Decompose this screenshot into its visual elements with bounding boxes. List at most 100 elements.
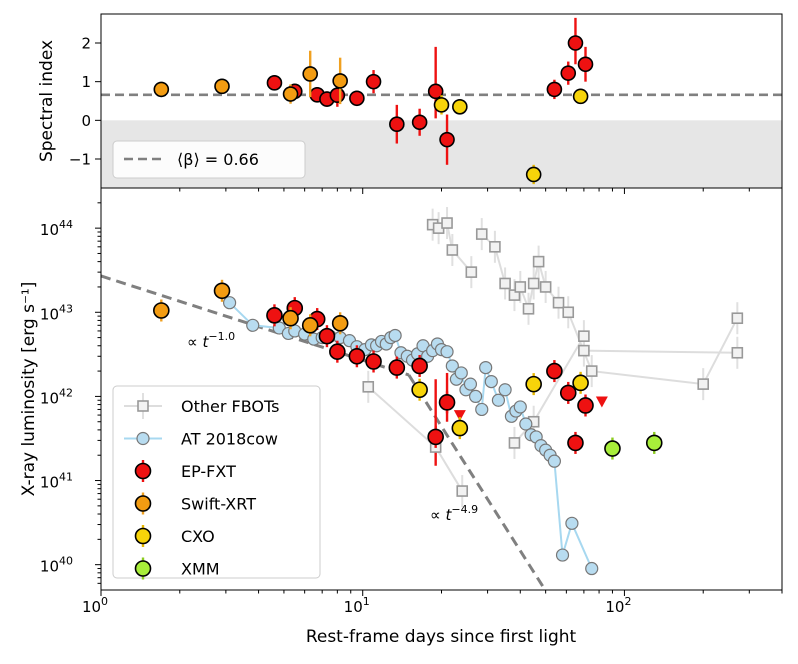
top-point-swift-xrt — [282, 86, 299, 102]
point-swift-xrt — [331, 314, 349, 332]
point-swift-xrt — [213, 282, 231, 300]
fbot-point — [446, 244, 459, 256]
top-point-ep-fxt — [567, 35, 584, 51]
legend-label: CXO — [181, 527, 215, 546]
point-cxo — [451, 419, 469, 437]
legend-marker-ep-fxt — [134, 462, 152, 480]
bottom-legend: Other FBOTs AT 2018cow EP-FXT Swift-XRT CXO X… — [112, 385, 321, 580]
top-point-ep-fxt — [411, 114, 428, 131]
top-y-ticks: −1 0 1 2 — [69, 35, 101, 169]
bottom-y-tick-label: 1044 — [40, 218, 73, 239]
fbot-point — [508, 289, 521, 301]
legend-marker-xmm — [134, 560, 152, 577]
point-swift-xrt — [301, 317, 319, 334]
cow-point — [463, 377, 478, 391]
cow-point — [475, 402, 489, 417]
top-panel: −1 0 1 2 Spectral index ⟨β⟩ = 0.66 — [37, 13, 783, 194]
bottom-y-tick-label: 1043 — [40, 302, 73, 323]
fbot-point — [362, 381, 375, 393]
cow-point — [484, 374, 498, 389]
top-point-cxo — [452, 99, 468, 115]
upper-limit-ep-fxt — [595, 396, 608, 408]
top-point-swift-xrt — [153, 81, 170, 98]
point-ep-fxt — [427, 428, 444, 446]
cow-point — [246, 318, 260, 332]
top-point-ep-fxt — [349, 90, 365, 107]
point-ep-fxt — [348, 347, 366, 365]
bottom-y-tick-label: 1042 — [40, 386, 73, 407]
fbot-track — [481, 233, 739, 386]
top-point-ep-fxt — [427, 83, 444, 100]
bottom-y-label: X-ray luminosity [erg s⁻¹] — [19, 282, 39, 497]
top-point-ep-fxt — [439, 131, 455, 148]
top-x-ticks — [100, 188, 783, 194]
fbot-point — [508, 437, 521, 449]
top-point-cxo — [572, 88, 589, 105]
cow-point — [469, 389, 483, 404]
power-law-annotation: ∝ t−1.0 — [187, 330, 235, 351]
top-points — [153, 17, 594, 185]
bottom-y-tick-label: 1041 — [40, 471, 73, 492]
bottom-points — [153, 217, 744, 576]
cow-point — [479, 360, 493, 375]
point-cxo — [411, 381, 428, 399]
point-swift-xrt — [282, 309, 299, 327]
top-point-ep-fxt — [266, 75, 283, 91]
bottom-panel: 1040 1041 1042 1043 1044 100 101 102 X-ray lumi… — [19, 187, 783, 647]
fbot-point — [562, 306, 575, 319]
point-cxo — [572, 374, 589, 392]
bottom-axes-frame — [100, 187, 783, 591]
top-point-swift-xrt — [214, 78, 230, 95]
point-ep-fxt — [388, 359, 406, 376]
fbot-point — [731, 312, 744, 325]
x-axis-label: Rest-frame days since first light — [306, 627, 577, 647]
point-ep-fxt — [546, 362, 563, 380]
top-y-label: Spectral index — [37, 40, 57, 162]
x-tick-label: 102 — [605, 595, 631, 616]
power-law-annotations: ∝ t−1.0 ∝ t−4.9 — [187, 330, 478, 524]
fbot-point — [441, 217, 453, 229]
top-point-ep-fxt — [577, 56, 594, 73]
top-point-ep-fxt — [329, 87, 346, 103]
top-y-tick-label: −1 — [69, 151, 91, 169]
point-cxo — [525, 375, 542, 393]
top-point-cxo — [433, 97, 450, 113]
cow-point — [388, 328, 402, 343]
fbot-point — [527, 277, 540, 290]
point-ep-fxt — [266, 307, 283, 324]
fbot-point — [456, 485, 469, 497]
legend-label: AT 2018cow — [181, 430, 278, 449]
legend-marker-fbot — [137, 400, 149, 412]
fbot-point — [578, 344, 590, 357]
point-ep-fxt — [567, 434, 584, 452]
top-point-swift-xrt — [302, 66, 318, 82]
fbot-point — [475, 228, 488, 240]
fbot-point — [522, 302, 535, 315]
top-point-cxo — [525, 166, 542, 183]
fbot-point — [514, 281, 527, 293]
fbot-point — [731, 346, 744, 359]
legend-label: Other FBOTs — [181, 397, 279, 416]
cow-point — [547, 454, 561, 468]
bottom-y-tick-label: 1040 — [40, 555, 73, 576]
bottom-ticks: 1040 1041 1042 1043 1044 100 101 102 — [40, 202, 783, 616]
cow-point — [498, 383, 512, 397]
point-ep-fxt — [411, 357, 428, 375]
top-y-tick-label: 2 — [81, 35, 91, 53]
legend-label: EP-FXT — [181, 462, 236, 481]
point-ep-fxt — [577, 397, 594, 414]
fbot-point — [532, 255, 545, 268]
legend-marker-swift-xrt — [134, 495, 152, 512]
top-point-ep-fxt — [546, 81, 563, 98]
point-swift-xrt — [153, 302, 170, 319]
cow-point — [222, 296, 237, 310]
top-point-ep-fxt — [560, 65, 577, 81]
point-ep-fxt — [438, 394, 456, 411]
point-ep-fxt — [329, 343, 346, 360]
legend-marker-cxo — [134, 527, 152, 545]
cow-point — [454, 366, 468, 380]
top-legend: ⟨β⟩ = 0.66 — [112, 140, 306, 179]
x-tick-label: 100 — [82, 595, 108, 616]
point-ep-fxt — [318, 327, 336, 345]
